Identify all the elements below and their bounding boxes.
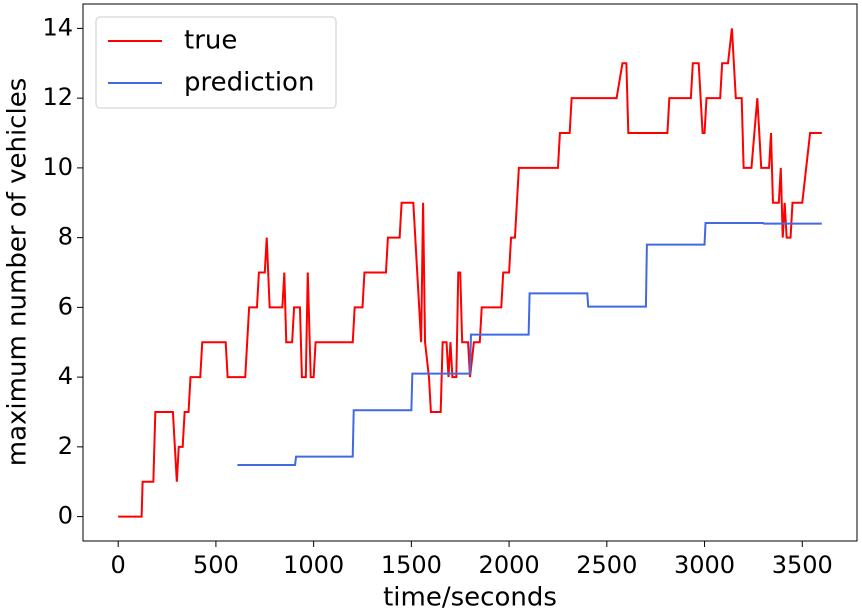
data-line <box>118 28 822 518</box>
x-tick-label: 0 <box>111 551 126 579</box>
legend-label: prediction <box>184 68 314 98</box>
x-tick-label: 500 <box>193 551 239 579</box>
x-tick-label: 2500 <box>576 551 637 579</box>
x-tick-label: 1000 <box>283 551 344 579</box>
x-axis-label: time/seconds <box>383 583 557 612</box>
y-tick-label: 6 <box>58 292 73 320</box>
x-tick-label: 1500 <box>381 551 442 579</box>
y-tick-label: 10 <box>42 153 73 181</box>
y-tick-label: 14 <box>42 13 73 41</box>
x-tick-label: 3000 <box>674 551 735 579</box>
y-tick-label: 12 <box>42 83 73 111</box>
y-axis-label: maximum number of vehicles <box>3 78 33 466</box>
y-tick-label: 4 <box>58 362 73 390</box>
x-tick-label: 3500 <box>772 551 833 579</box>
data-line <box>237 221 822 466</box>
x-tick-label: 2000 <box>479 551 540 579</box>
legend-box <box>95 16 337 109</box>
y-tick-label: 8 <box>58 223 73 251</box>
legend-label: true <box>184 26 237 56</box>
plot-frame <box>82 3 858 542</box>
y-tick-label: 0 <box>58 502 73 530</box>
y-tick-label: 2 <box>58 432 73 460</box>
